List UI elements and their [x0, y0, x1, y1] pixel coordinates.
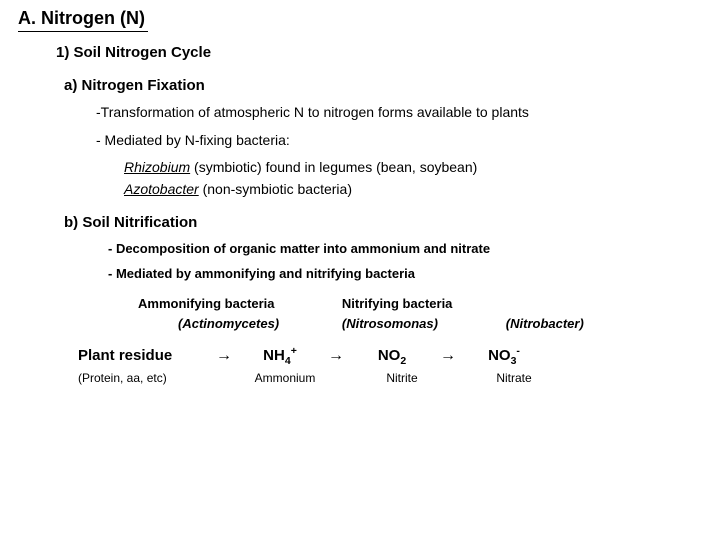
arrow-2: →	[310, 347, 362, 365]
plant-residue: Plant residue	[78, 347, 172, 364]
section-title: A. Nitrogen (N)	[18, 8, 148, 32]
b-line1: - Decomposition of organic matter into a…	[108, 241, 672, 256]
azotobacter-rest: (non-symbiotic bacteria)	[199, 181, 352, 197]
a-line2-text: Mediated by N-fixing bacteria:	[101, 132, 290, 148]
subsection-1: 1) Soil Nitrogen Cycle	[56, 44, 702, 61]
nitrifying-label: Nitrifying bacteria	[342, 296, 453, 311]
a-example2: Azotobacter (non-symbiotic bacteria)	[124, 181, 672, 199]
bacteria-header-row: Ammonifying bacteria Nitrifying bacteria	[138, 295, 702, 311]
ammonifying-label: Ammonifying bacteria	[138, 296, 338, 311]
azotobacter: Azotobacter	[124, 181, 199, 197]
ammonium-label: Ammonium	[250, 371, 320, 385]
nitrate-label: Nitrate	[484, 371, 544, 385]
nh4: NH4+	[263, 347, 297, 364]
a-line1: -Transformation of atmospheric N to nitr…	[96, 104, 672, 122]
pathway-row: Plant residue → NH4+ → NO2 → NO3-	[78, 345, 702, 367]
a-line1-text: Transformation of atmospheric N to nitro…	[101, 104, 529, 120]
rhizobium: Rhizobium	[124, 159, 190, 175]
page-root: A. Nitrogen (N) 1) Soil Nitrogen Cycle a…	[0, 0, 720, 403]
pathway-sublabels: (Protein, aa, etc) Ammonium Nitrite Nitr…	[78, 371, 702, 385]
rhizobium-rest: (symbiotic) found in legumes (bean, soyb…	[190, 159, 477, 175]
heading-b: b) Soil Nitrification	[64, 214, 702, 231]
no3: NO3-	[488, 347, 520, 364]
plant-residue-sub: (Protein, aa, etc)	[78, 371, 198, 385]
nitrosomonas: (Nitrosomonas)	[342, 316, 502, 331]
a-example1: Rhizobium (symbiotic) found in legumes (…	[124, 159, 672, 177]
heading-a: a) Nitrogen Fixation	[64, 77, 702, 94]
nitrobacter: (Nitrobacter)	[506, 316, 584, 331]
arrow-1: →	[198, 347, 250, 365]
arrow-3: →	[422, 347, 474, 365]
b-line2: - Mediated by ammonifying and nitrifying…	[108, 266, 672, 281]
actinomycetes: (Actinomycetes)	[178, 316, 338, 331]
nitrite-label: Nitrite	[372, 371, 432, 385]
no2: NO2	[378, 347, 406, 364]
bacteria-sub-row: (Actinomycetes) (Nitrosomonas) (Nitrobac…	[178, 315, 702, 331]
a-line2: - Mediated by N-fixing bacteria:	[96, 132, 672, 150]
